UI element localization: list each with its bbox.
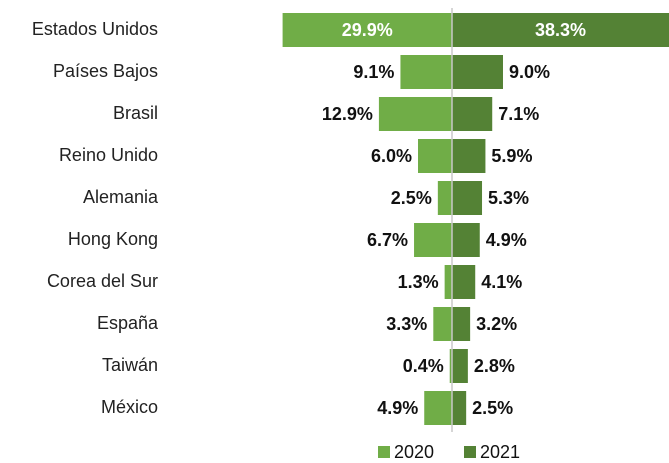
value-label: 2.5% — [391, 188, 432, 208]
bar — [452, 265, 476, 299]
bar — [400, 55, 452, 89]
legend-swatch — [464, 446, 476, 458]
bar — [418, 139, 452, 173]
bar — [452, 307, 471, 341]
category-label: Corea del Sur — [47, 271, 158, 291]
bar — [452, 13, 669, 47]
value-label: 5.9% — [491, 146, 532, 166]
category-label: Reino Unido — [59, 145, 158, 165]
bar — [449, 349, 452, 383]
value-label: 3.3% — [386, 314, 427, 334]
category-label: México — [101, 397, 158, 417]
bar — [433, 307, 452, 341]
bar — [282, 13, 452, 47]
category-label: Estados Unidos — [32, 19, 158, 39]
bar — [452, 349, 468, 383]
bar — [452, 223, 480, 257]
bar — [378, 97, 452, 131]
value-label: 6.0% — [371, 146, 412, 166]
value-label: 2.8% — [474, 356, 515, 376]
value-label: 7.1% — [498, 104, 539, 124]
bar — [414, 223, 452, 257]
value-label: 9.0% — [509, 62, 550, 82]
value-label: 2.5% — [472, 398, 513, 418]
bar — [424, 391, 452, 425]
bar — [452, 391, 467, 425]
legend-label: 2021 — [480, 442, 520, 462]
category-label: España — [97, 313, 159, 333]
category-label: Alemania — [83, 187, 159, 207]
category-label: Taiwán — [102, 355, 158, 375]
bar — [452, 97, 493, 131]
value-label: 4.1% — [481, 272, 522, 292]
bar — [444, 265, 452, 299]
value-label: 1.3% — [398, 272, 439, 292]
legend-swatch — [378, 446, 390, 458]
value-label: 38.3% — [535, 20, 586, 40]
bar — [437, 181, 452, 215]
value-label: 5.3% — [488, 188, 529, 208]
value-label: 29.9% — [342, 20, 393, 40]
value-label: 4.9% — [486, 230, 527, 250]
value-label: 4.9% — [377, 398, 418, 418]
bar — [452, 181, 483, 215]
category-label: Países Bajos — [53, 61, 158, 81]
value-label: 0.4% — [403, 356, 444, 376]
category-label: Brasil — [113, 103, 158, 123]
value-label: 12.9% — [322, 104, 373, 124]
value-label: 9.1% — [353, 62, 394, 82]
bar — [452, 55, 503, 89]
value-label: 3.2% — [476, 314, 517, 334]
category-label: Hong Kong — [68, 229, 158, 249]
legend-label: 2020 — [394, 442, 434, 462]
value-label: 6.7% — [367, 230, 408, 250]
bar — [452, 139, 486, 173]
